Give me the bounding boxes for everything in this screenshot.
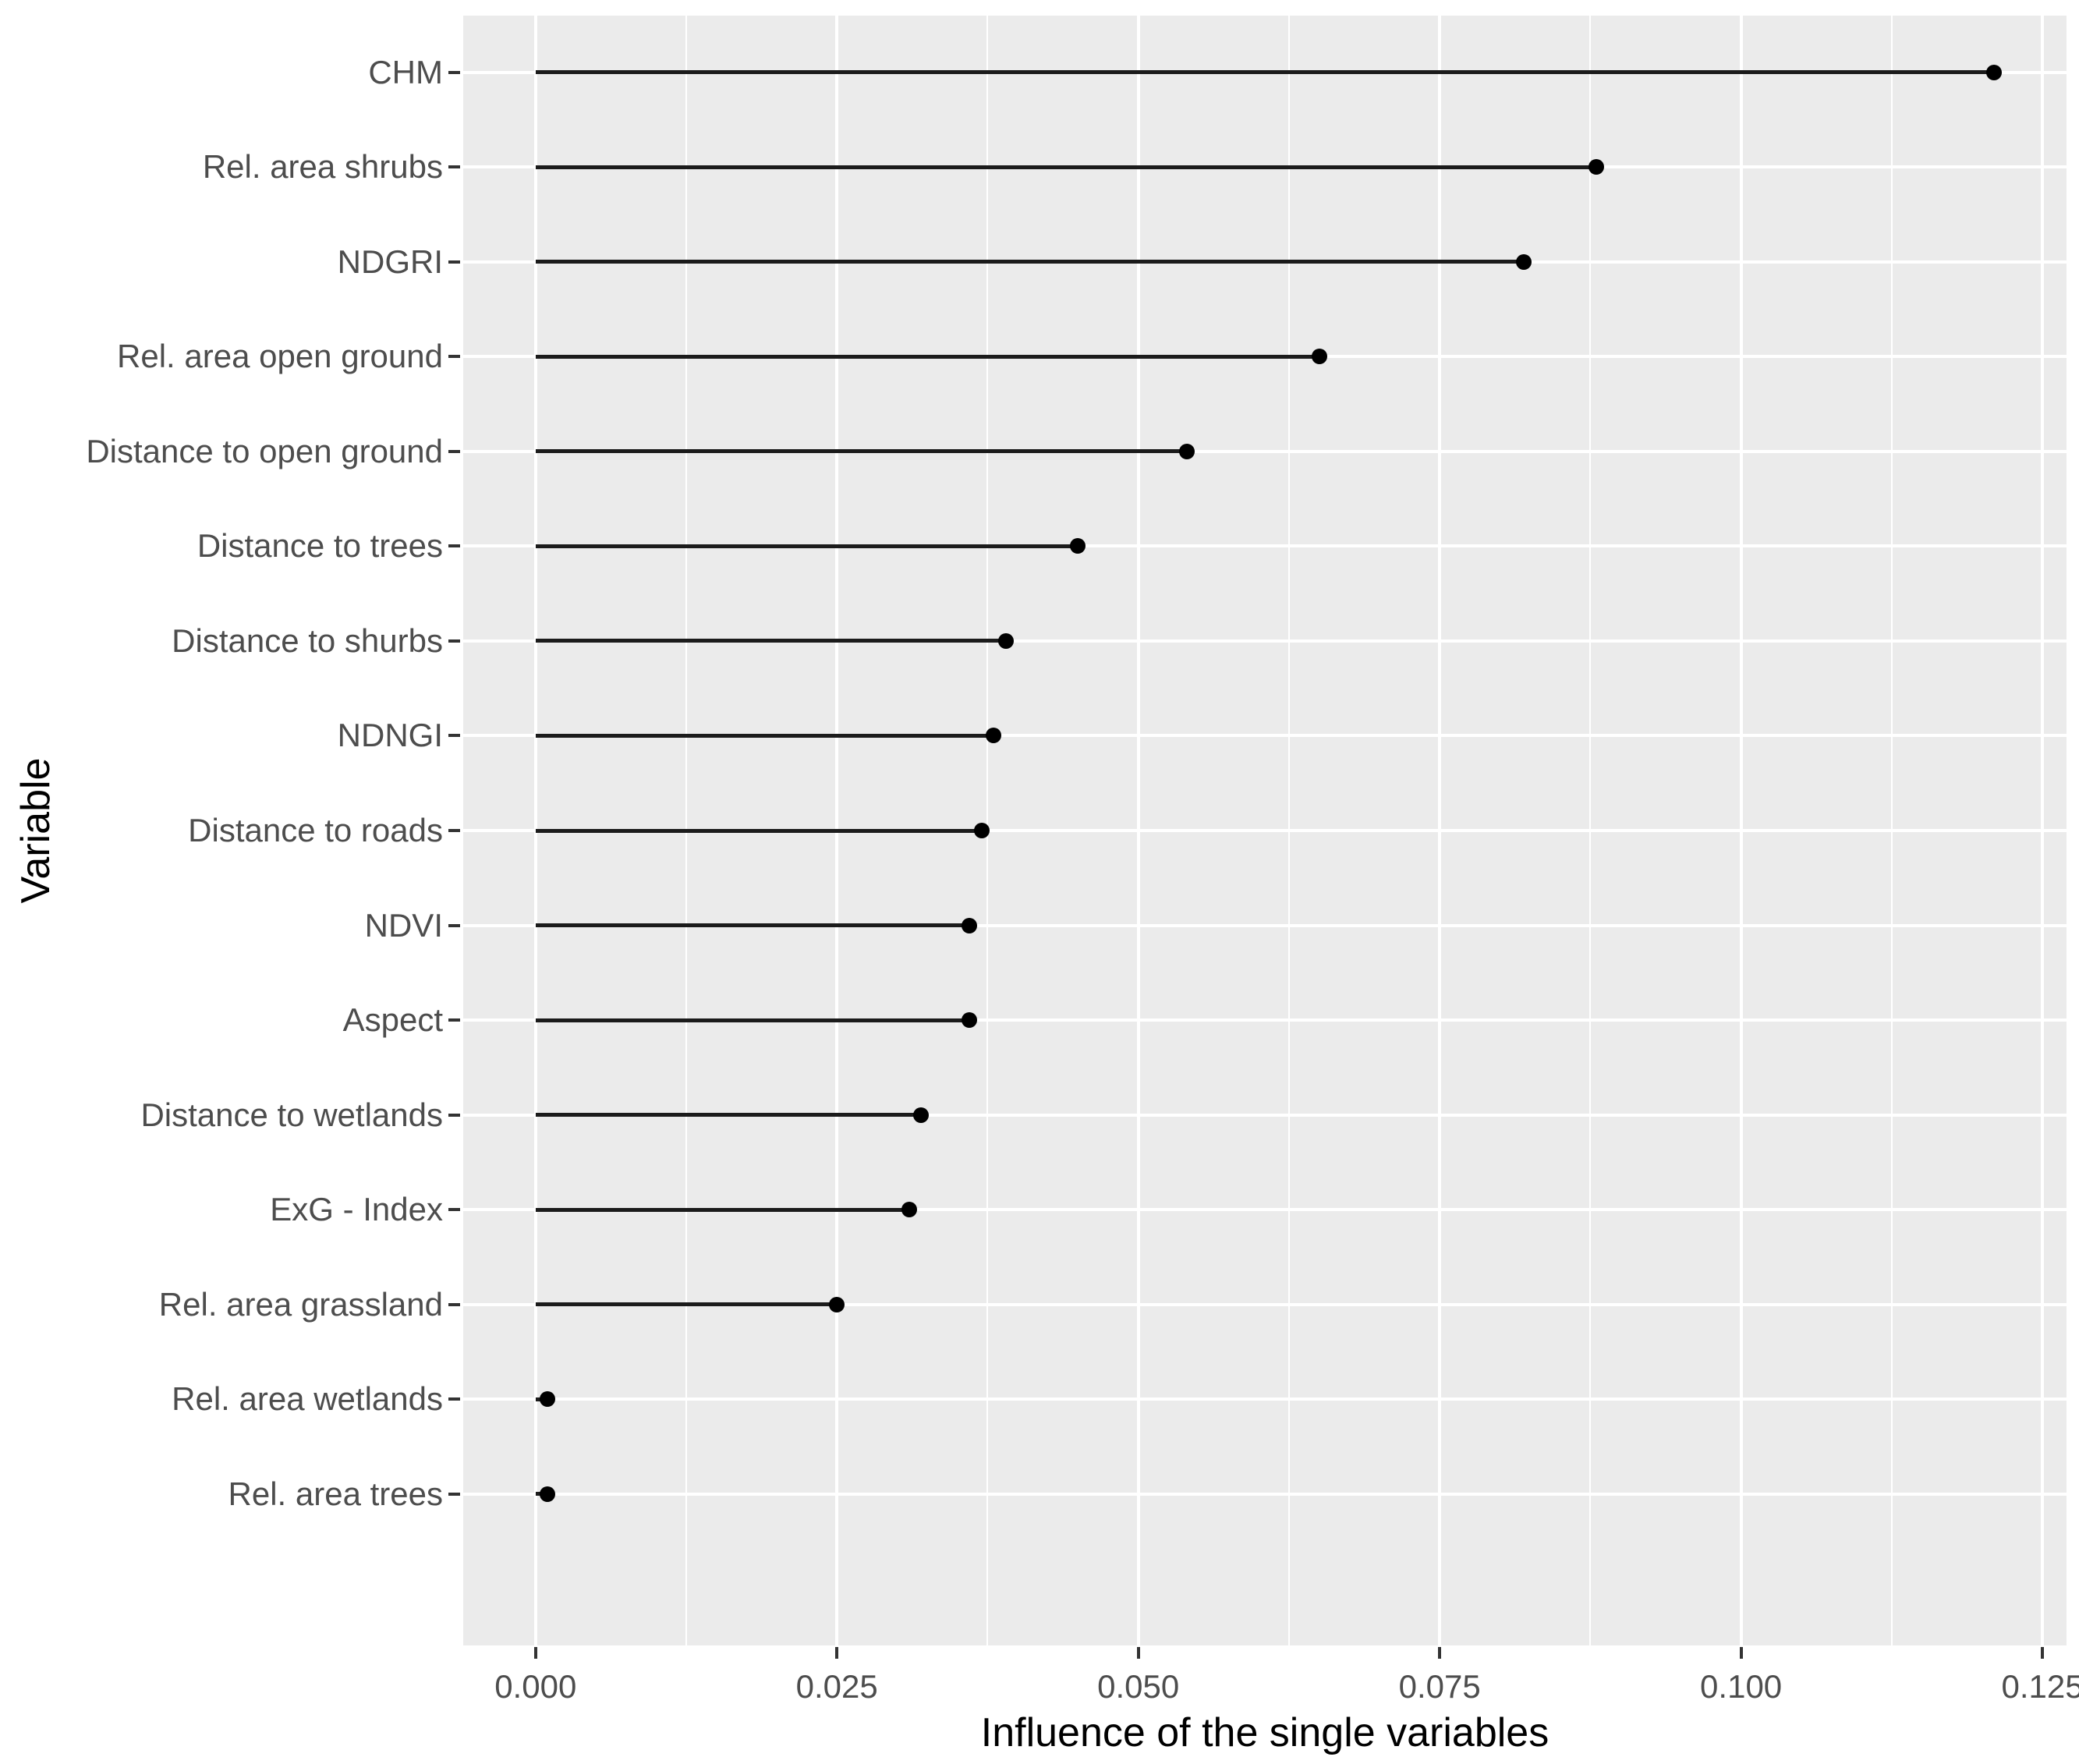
lollipop-stem <box>535 733 994 738</box>
y-tick-mark <box>448 829 460 832</box>
row-gridline <box>463 639 2067 643</box>
x-tick-mark <box>2041 1647 2045 1659</box>
row-gridline <box>463 1113 2067 1117</box>
y-tick-label: Rel. area shrubs <box>202 148 443 186</box>
y-tick-label: Aspect <box>342 1001 443 1039</box>
row-gridline <box>463 1018 2067 1022</box>
y-tick-mark <box>448 70 460 74</box>
y-tick-label: NDVI <box>364 906 443 944</box>
y-tick-label: Distance to shurbs <box>172 622 443 659</box>
y-tick-mark <box>448 355 460 359</box>
y-tick-label: NDGRI <box>337 243 443 280</box>
lollipop-stem <box>535 260 1525 264</box>
x-tick-label: 0.050 <box>1097 1668 1180 1705</box>
lollipop-stem <box>535 828 982 833</box>
data-point <box>1070 538 1086 554</box>
y-tick-mark <box>448 165 460 169</box>
y-tick-mark <box>448 260 460 264</box>
row-gridline <box>463 1208 2067 1212</box>
x-tick-mark <box>835 1647 839 1659</box>
y-tick-label: Rel. area trees <box>228 1475 443 1512</box>
y-axis-tick-labels: CHM Rel. area shrubs NDGRI Rel. area open g… <box>0 16 443 1645</box>
data-point <box>829 1296 845 1312</box>
data-point <box>1311 349 1327 365</box>
data-point <box>962 917 978 933</box>
plot-panel <box>463 16 2067 1645</box>
x-tick-mark <box>1136 1647 1140 1659</box>
lollipop-stem <box>535 449 1187 454</box>
y-tick-label: Distance to open ground <box>86 432 443 469</box>
y-tick-label: Distance to trees <box>197 527 443 565</box>
data-point <box>1986 64 2003 80</box>
row-gridline <box>463 544 2067 548</box>
x-axis-title: Influence of the single variables <box>980 1710 1550 1755</box>
x-tick-mark <box>1739 1647 1743 1659</box>
data-point <box>997 632 1014 649</box>
data-point <box>1178 443 1195 459</box>
y-tick-mark <box>448 923 460 927</box>
row-gridline <box>463 829 2067 832</box>
x-tick-mark <box>1438 1647 1442 1659</box>
row-gridline <box>463 923 2067 927</box>
data-point <box>973 823 990 838</box>
data-point <box>913 1107 930 1123</box>
y-tick-mark <box>448 1492 460 1496</box>
x-tick-label: 0.100 <box>1700 1668 1783 1705</box>
y-tick-mark <box>448 1302 460 1306</box>
data-point <box>1588 159 1605 175</box>
row-gridline <box>463 1492 2067 1496</box>
data-point <box>540 1391 556 1408</box>
y-tick-label: Distance to roads <box>188 812 443 848</box>
y-tick-mark <box>448 639 460 643</box>
y-tick-label: CHM <box>368 53 443 90</box>
lollipop-stem <box>535 70 1995 75</box>
y-tick-mark <box>448 1208 460 1212</box>
row-gridline <box>463 1302 2067 1306</box>
y-tick-label: Distance to wetlands <box>140 1096 443 1133</box>
lollipop-stem <box>535 1018 970 1022</box>
x-axis: 0.000 0.025 0.050 0.075 0.100 0.125 <box>463 1645 2079 1764</box>
data-point <box>962 1012 978 1029</box>
y-tick-label: ExG - Index <box>270 1191 443 1228</box>
data-point <box>540 1486 556 1502</box>
row-gridline <box>463 734 2067 738</box>
data-point <box>1516 253 1532 270</box>
x-tick-label: 0.075 <box>1398 1668 1481 1705</box>
y-axis-title: Variable <box>13 757 58 904</box>
lollipop-stem <box>535 923 970 927</box>
y-tick-mark <box>448 734 460 738</box>
lollipop-stem <box>535 1302 838 1307</box>
data-point <box>901 1202 917 1218</box>
row-gridline <box>463 1397 2067 1401</box>
y-tick-mark <box>448 1018 460 1022</box>
lollipop-stem <box>535 639 1006 643</box>
x-tick-label: 0.125 <box>2001 1668 2079 1705</box>
x-tick-label: 0.025 <box>795 1668 878 1705</box>
y-tick-mark <box>448 1397 460 1401</box>
lollipop-stem <box>535 1207 909 1212</box>
y-tick-mark <box>448 544 460 548</box>
y-tick-mark <box>448 1113 460 1117</box>
x-tick-mark <box>533 1647 537 1659</box>
y-tick-label: NDNGI <box>337 717 443 754</box>
x-tick-label: 0.000 <box>494 1668 577 1705</box>
lollipop-stem <box>535 165 1597 169</box>
y-tick-label: Rel. area open ground <box>117 338 443 375</box>
lollipop-stem <box>535 354 1319 359</box>
y-tick-mark <box>448 449 460 453</box>
data-point <box>986 728 1002 744</box>
lollipop-stem <box>535 1113 922 1118</box>
y-tick-label: Rel. area grassland <box>158 1285 443 1323</box>
lollipop-stem <box>535 544 1078 548</box>
y-tick-label: Rel. area wetlands <box>172 1380 443 1418</box>
row-gridline <box>463 449 2067 453</box>
